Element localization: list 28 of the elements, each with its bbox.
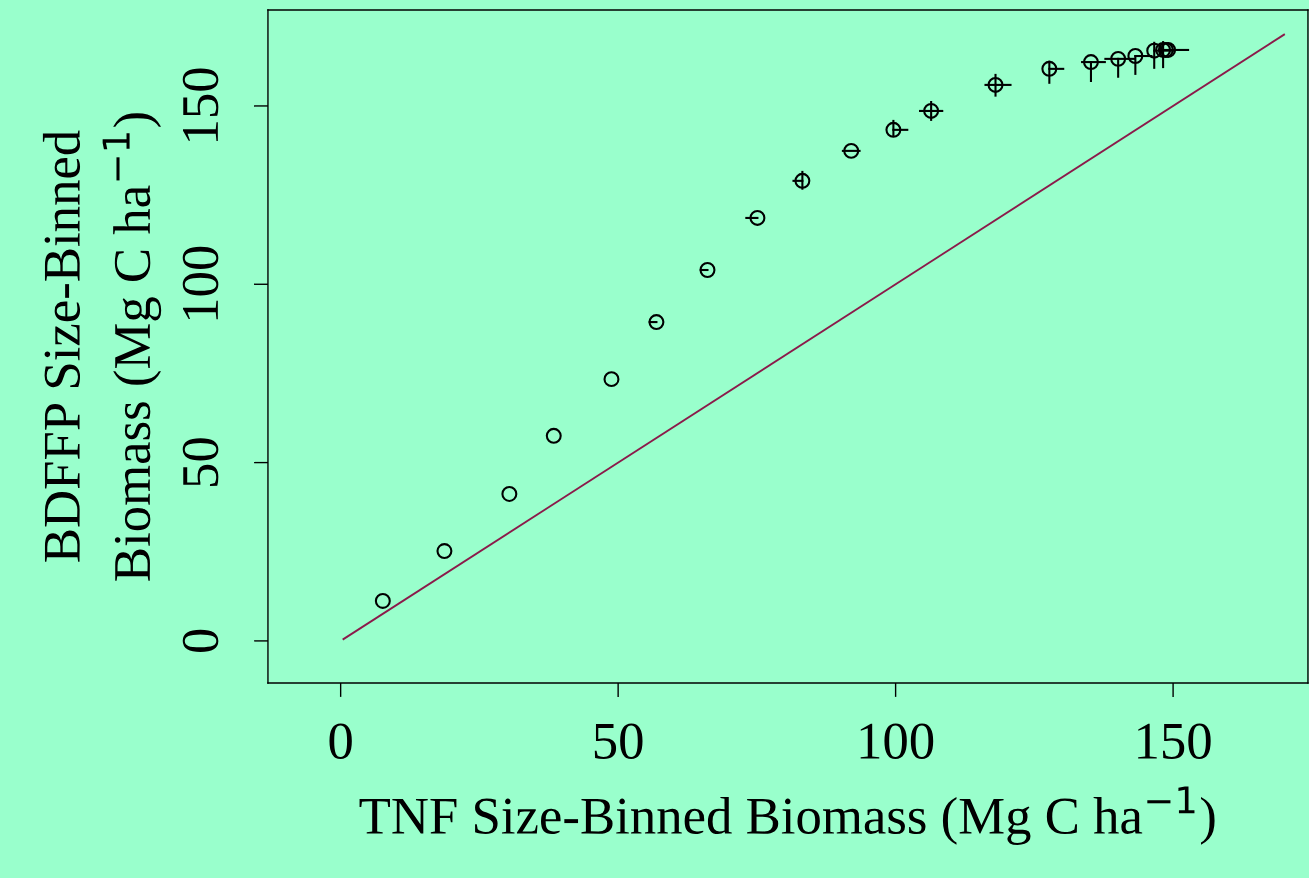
point: [749, 209, 766, 226]
point: [501, 485, 518, 502]
point: [1146, 42, 1163, 59]
point: [699, 262, 716, 278]
y-tick-label: 100: [182, 246, 219, 320]
point: [545, 427, 562, 444]
y-tick-label: 150: [182, 68, 219, 141]
y-tick-label: 50: [182, 438, 219, 486]
point: [1041, 60, 1058, 77]
x-tick-label: 150: [1138, 723, 1211, 760]
x-tick-label: 0: [329, 723, 352, 760]
x-tick-label: 100: [860, 723, 934, 760]
y-tick-label: 0: [182, 629, 219, 653]
point: [436, 543, 453, 560]
point: [843, 142, 860, 159]
point: [1110, 50, 1127, 67]
x-axis-title: TNF Size-Binned Biomass (Mg C ha$^{−1}$): [359, 786, 1215, 845]
point: [603, 371, 620, 388]
point: [648, 314, 665, 331]
point: [1127, 48, 1144, 64]
point: [885, 121, 902, 138]
point: [794, 172, 811, 189]
point: [987, 76, 1004, 93]
point: [923, 102, 940, 119]
y-axis-title: BDFFP Size-Binned Biomass (Mg C ha$^{−1}$): [42, 113, 162, 581]
point: [1082, 54, 1099, 71]
point: [374, 592, 391, 609]
x-tick-label: 50: [594, 723, 643, 760]
